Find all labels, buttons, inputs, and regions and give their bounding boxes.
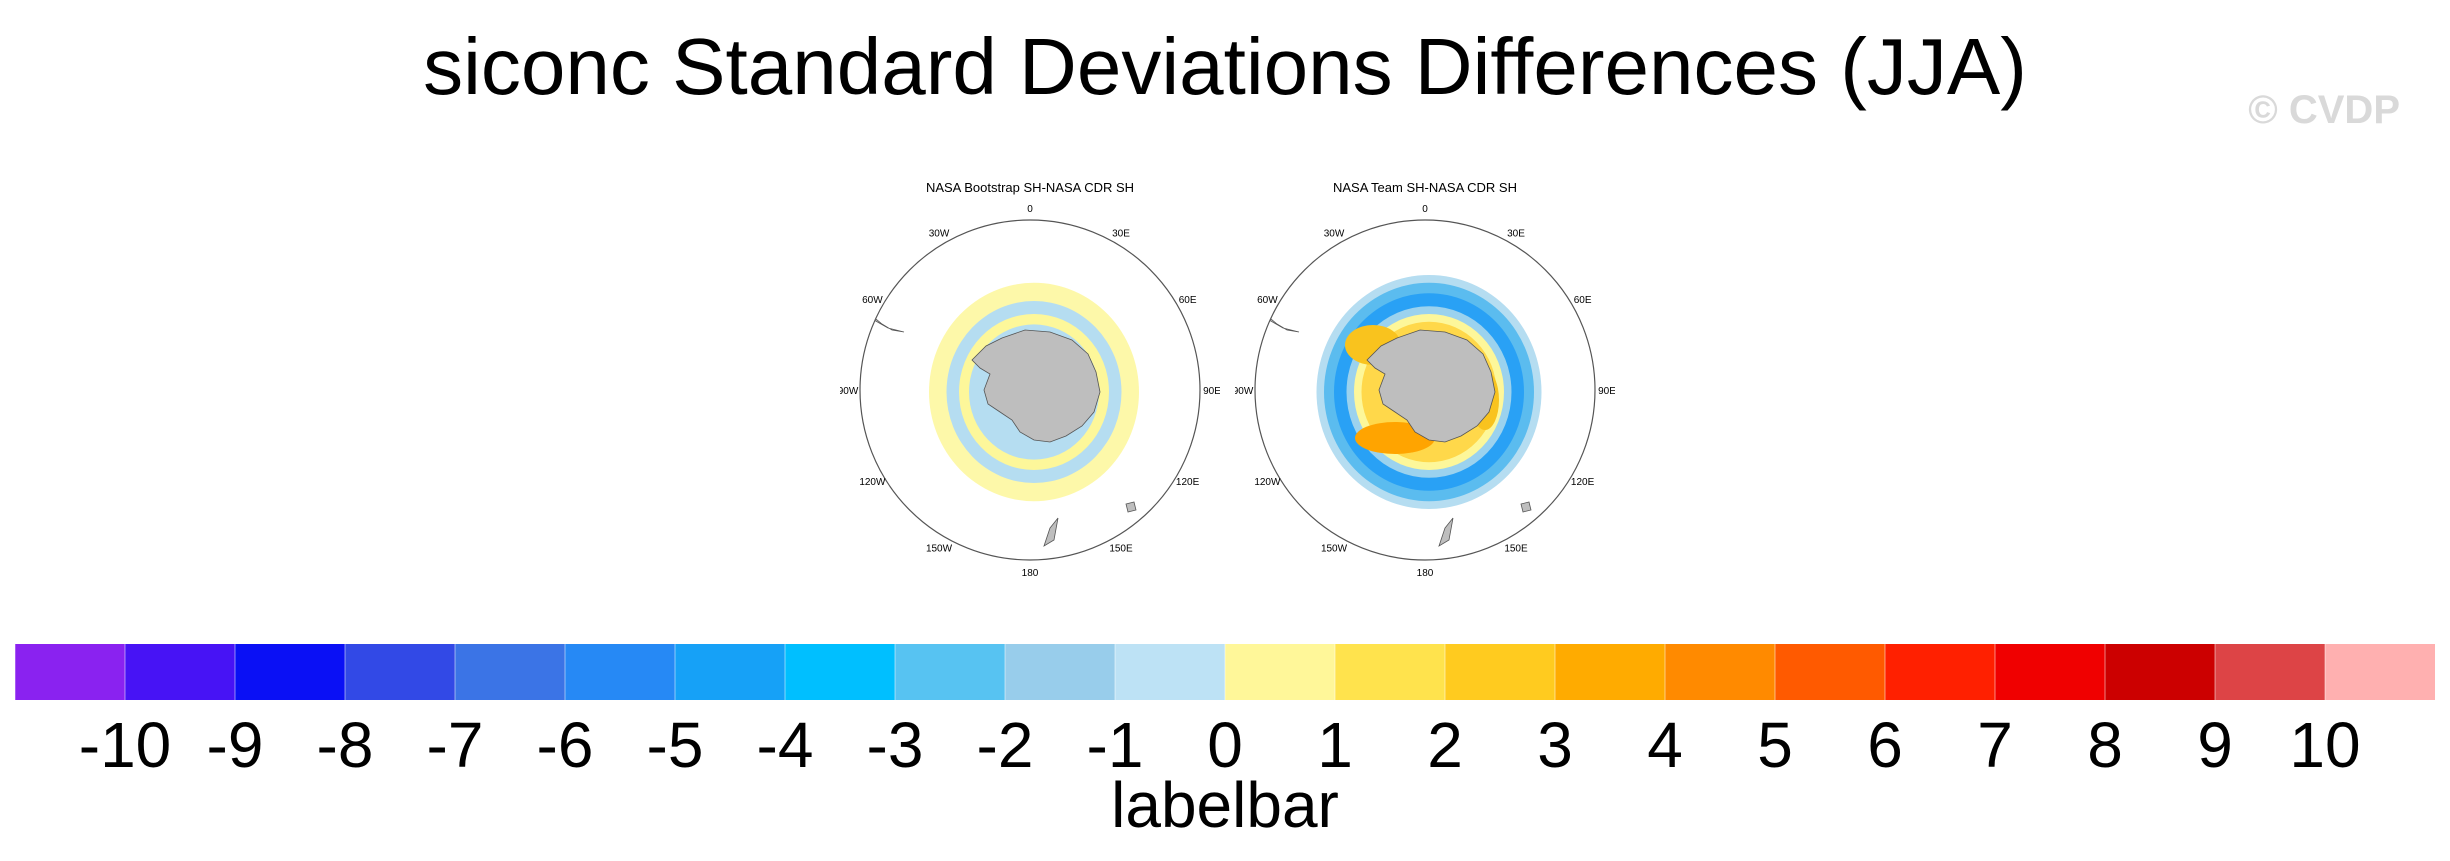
labelbar-box <box>1665 644 1776 700</box>
labelbar-tick-label: -2 <box>976 709 1034 781</box>
labelbar-tick-label: 2 <box>1427 709 1463 781</box>
map-content: 0 30E 60E 90E 120E 150E 180 150W 120W 90W 60W 30W <box>1235 204 1615 579</box>
map-boundary <box>1254 219 1596 561</box>
labelbar-box <box>2325 644 2435 700</box>
labelbar-box <box>1225 644 1336 700</box>
longitude-label: 60W <box>1257 295 1278 306</box>
longitude-label: 0 <box>1027 204 1033 215</box>
tasmania-landmass <box>1520 501 1532 513</box>
longitude-label: 60E <box>1179 295 1197 306</box>
longitude-label: 90W <box>1235 386 1254 397</box>
labelbar-box <box>2215 644 2326 700</box>
antarctica-landmass <box>1366 329 1496 443</box>
labelbar-tick-label: -5 <box>646 709 704 781</box>
longitude-label: 90E <box>1598 386 1615 397</box>
labelbar-box <box>2105 644 2216 700</box>
map-content: 0 30E 60E 90E 120E 150E 180 150W 120W 90W 60W 30W <box>840 204 1220 579</box>
watermark: © CVDP <box>2248 88 2400 132</box>
labelbar-box <box>125 644 236 700</box>
map-panel-team: NASA Team SH-NASA CDR SH 0 30E 60E 90E 120E 1… <box>1235 170 1615 590</box>
longitude-label: 120E <box>1571 477 1595 488</box>
labelbar-tick-label: 4 <box>1647 709 1683 781</box>
labelbar-tick-label: 7 <box>1977 709 2013 781</box>
labelbar-box <box>1995 644 2106 700</box>
longitude-label: 120W <box>859 477 886 488</box>
polar-map: 0 30E 60E 90E 120E 150E 180 150W 120W 90W 60W 30W <box>1235 204 1615 579</box>
labelbar-box <box>895 644 1006 700</box>
longitude-label: 180 <box>1417 568 1434 579</box>
longitude-label: 120E <box>1176 477 1200 488</box>
antarctica-landmass <box>971 329 1101 443</box>
panel-title: NASA Team SH-NASA CDR SH <box>1333 180 1517 195</box>
new-zealand-landmass <box>1043 517 1059 547</box>
labelbar-box <box>235 644 346 700</box>
labelbar-tick-label: -3 <box>866 709 924 781</box>
labelbar-box <box>15 644 126 700</box>
longitude-label: 150W <box>926 544 953 555</box>
labelbar-tick-label: -6 <box>536 709 594 781</box>
longitude-label: 180 <box>1022 568 1039 579</box>
longitude-label: 150W <box>1321 544 1348 555</box>
longitude-label: 150E <box>1109 544 1133 555</box>
labelbar-tick-label: 9 <box>2197 709 2233 781</box>
labelbar-tick-label: 3 <box>1537 709 1573 781</box>
new-zealand-landmass <box>1438 517 1454 547</box>
labelbar-tick-label: -9 <box>206 709 264 781</box>
longitude-label: 60W <box>862 295 883 306</box>
tasmania-landmass <box>1125 501 1137 513</box>
longitude-label: 120W <box>1254 477 1281 488</box>
labelbar-tick-label: 10 <box>2289 709 2361 781</box>
labelbar-tick-label: 1 <box>1317 709 1353 781</box>
labelbar-tick-label: 0 <box>1207 709 1243 781</box>
map-boundary <box>859 219 1201 561</box>
labelbar-tick-label: -8 <box>316 709 374 781</box>
labelbar-box <box>1885 644 1996 700</box>
labelbar-box <box>345 644 456 700</box>
labelbar-box <box>1555 644 1666 700</box>
longitude-label: 60E <box>1574 295 1592 306</box>
longitude-label: 90E <box>1203 386 1220 397</box>
longitude-label: 0 <box>1422 204 1428 215</box>
longitude-label: 30E <box>1507 228 1525 239</box>
labelbar-box <box>1445 644 1556 700</box>
chart-title: siconc Standard Deviations Differences (… <box>423 22 2027 111</box>
longitude-label: 30E <box>1112 228 1130 239</box>
longitude-label: 30W <box>1324 228 1345 239</box>
longitude-label: 150E <box>1504 544 1528 555</box>
labelbar-colorbar <box>15 644 2435 700</box>
labelbar-tick-label: 8 <box>2087 709 2123 781</box>
longitude-label: 90W <box>840 386 859 397</box>
labelbar-box <box>455 644 566 700</box>
labelbar-box <box>675 644 786 700</box>
labelbar-tick-label: -1 <box>1086 709 1144 781</box>
labelbar-tick-label: -7 <box>426 709 484 781</box>
labelbar-box <box>1115 644 1226 700</box>
labelbar-title: labelbar <box>1111 769 1339 841</box>
labelbar-box <box>1775 644 1886 700</box>
labelbar-box <box>565 644 676 700</box>
labelbar-tick-label: -10 <box>78 709 172 781</box>
labelbar-box <box>785 644 896 700</box>
labelbar-tick-label: 5 <box>1757 709 1793 781</box>
labelbar-tick-label: 6 <box>1867 709 1903 781</box>
polar-map: 0 30E 60E 90E 120E 150E 180 150W 120W 90W 60W 30W <box>840 204 1220 579</box>
map-panel-bootstrap: NASA Bootstrap SH-NASA CDR SH 0 30E 60E 90E… <box>840 170 1220 590</box>
labelbar-box <box>1005 644 1116 700</box>
longitude-label: 30W <box>929 228 950 239</box>
panel-title: NASA Bootstrap SH-NASA CDR SH <box>925 180 1135 195</box>
labelbar-box <box>1335 644 1446 700</box>
labelbar-tick-label: -4 <box>756 709 814 781</box>
